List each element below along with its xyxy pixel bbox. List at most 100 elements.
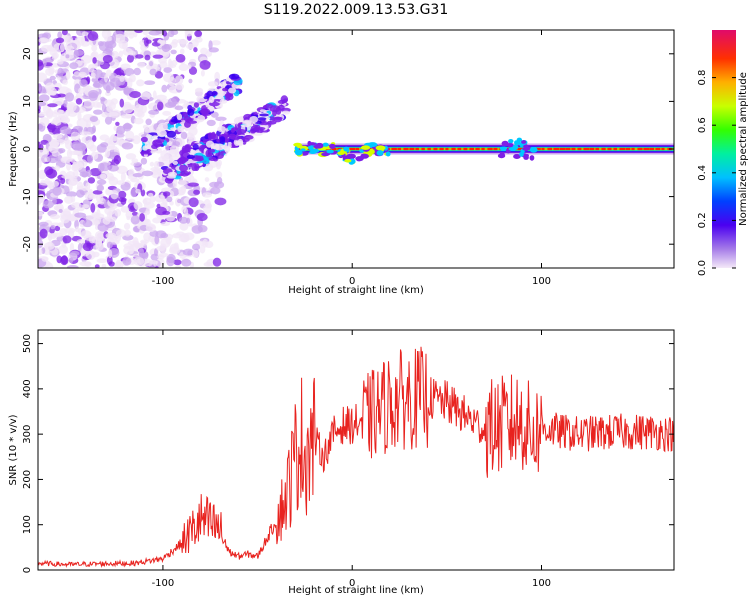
heatmap-cell bbox=[149, 68, 157, 76]
heatmap-cell bbox=[166, 256, 175, 267]
heatmap-cell bbox=[176, 113, 183, 121]
heatmap-cell bbox=[513, 154, 521, 159]
heatmap-cell bbox=[625, 147, 631, 151]
heatmap-cell bbox=[107, 30, 112, 37]
heatmap-cell bbox=[88, 92, 98, 102]
heatmap-cell bbox=[38, 86, 47, 94]
heatmap-cell bbox=[180, 170, 190, 177]
heatmap-cell bbox=[57, 67, 64, 78]
heatmap-cell bbox=[151, 135, 159, 140]
heatmap-cell bbox=[68, 178, 79, 186]
heatmap-cell bbox=[109, 109, 121, 119]
heatmap-cell bbox=[326, 149, 334, 154]
heatmap-cell bbox=[355, 156, 364, 162]
heatmap-cell bbox=[360, 145, 371, 150]
heatmap-cell bbox=[96, 258, 108, 264]
heatmap-cell bbox=[66, 148, 73, 159]
heatmap-cell bbox=[156, 129, 167, 138]
heatmap-cell bbox=[148, 109, 160, 115]
heatmap-cell bbox=[118, 39, 128, 49]
heatmap-cell bbox=[188, 126, 198, 137]
heatmap-cell bbox=[70, 131, 81, 142]
heatmap-cell bbox=[142, 30, 149, 36]
heatmap-cell bbox=[41, 256, 49, 262]
heatmap-cell bbox=[185, 43, 196, 50]
heatmap-cell bbox=[53, 133, 63, 140]
heatmap-cell bbox=[223, 132, 229, 137]
heatmap-cell bbox=[94, 264, 100, 268]
heatmap-cell bbox=[74, 226, 80, 233]
heatmap-cell bbox=[162, 210, 171, 215]
heatmap-cell bbox=[140, 44, 148, 52]
heatmap-cell bbox=[59, 227, 68, 236]
heatmap-cell bbox=[210, 187, 221, 195]
heatmap-cell bbox=[49, 232, 57, 240]
heatmap-cell bbox=[215, 116, 227, 122]
heatmap-cell bbox=[136, 79, 145, 87]
heatmap-cell bbox=[68, 215, 76, 222]
heatmap-cell bbox=[222, 87, 228, 92]
heatmap-cell bbox=[469, 147, 475, 151]
heatmap-cell bbox=[39, 228, 48, 239]
heatmap-cell bbox=[120, 114, 133, 119]
heatmap-cell bbox=[183, 121, 191, 128]
heatmap-cell bbox=[140, 157, 148, 165]
heatmap-cell bbox=[182, 111, 189, 118]
heatmap-cell bbox=[170, 30, 179, 35]
heatmap-cell bbox=[106, 255, 113, 265]
heatmap-cell bbox=[529, 147, 538, 153]
heatmap-cell bbox=[51, 150, 61, 157]
heatmap-cell bbox=[192, 250, 199, 258]
heatmap-cell bbox=[57, 93, 66, 98]
heatmap-cell bbox=[204, 177, 210, 182]
heatmap-cell bbox=[514, 141, 522, 146]
heatmap-cell bbox=[122, 234, 134, 241]
heatmap-cell bbox=[228, 73, 240, 80]
heatmap-cell bbox=[217, 93, 226, 97]
heatmap-cell bbox=[72, 169, 79, 179]
heatmap-cell bbox=[197, 225, 208, 233]
heatmap-cell bbox=[273, 116, 283, 120]
heatmap-cell bbox=[52, 186, 62, 196]
heatmap-cell bbox=[38, 248, 43, 256]
heatmap-cell bbox=[148, 102, 159, 111]
colorbar-tick-label: 0.2 bbox=[697, 212, 708, 228]
heatmap-cell bbox=[178, 234, 190, 243]
heatmap-cell bbox=[75, 92, 83, 100]
spectrogram-x-axis-label: Height of straight line (km) bbox=[288, 285, 424, 296]
heatmap-cell bbox=[144, 141, 150, 149]
heatmap-cell bbox=[86, 154, 94, 164]
snr-y-tick-label: 0 bbox=[22, 567, 33, 573]
heatmap-cell bbox=[49, 75, 56, 81]
heatmap-cell bbox=[61, 174, 74, 179]
heatmap-cell bbox=[38, 123, 44, 130]
spectrogram-x-tick-label: 0 bbox=[349, 276, 355, 287]
heatmap-cell bbox=[487, 147, 493, 151]
heatmap-cell bbox=[187, 162, 193, 168]
heatmap-cell bbox=[214, 197, 227, 206]
heatmap-cell bbox=[214, 71, 221, 82]
heatmap-cell bbox=[140, 189, 146, 197]
heatmap-cell bbox=[57, 59, 64, 65]
heatmap-cell bbox=[100, 142, 109, 148]
heatmap-cell bbox=[216, 95, 222, 100]
heatmap-cell bbox=[71, 202, 82, 209]
heatmap-cell bbox=[57, 147, 66, 154]
heatmap-cell bbox=[82, 242, 94, 252]
heatmap-cell bbox=[331, 147, 337, 151]
heatmap-cell bbox=[237, 138, 244, 147]
heatmap-cell bbox=[162, 191, 171, 197]
heatmap-cell bbox=[149, 161, 155, 167]
heatmap-cell bbox=[197, 115, 206, 122]
spectrogram-y-tick-label: 20 bbox=[22, 47, 33, 60]
heatmap-cell bbox=[643, 147, 650, 151]
heatmap-cell bbox=[208, 106, 215, 111]
heatmap-cell bbox=[162, 30, 168, 37]
heatmap-cell bbox=[463, 147, 468, 151]
heatmap-cell bbox=[62, 235, 72, 244]
heatmap-cell bbox=[155, 258, 165, 268]
heatmap-cell bbox=[50, 91, 57, 96]
heatmap-cell bbox=[200, 47, 209, 55]
heatmap-cell bbox=[129, 90, 141, 99]
